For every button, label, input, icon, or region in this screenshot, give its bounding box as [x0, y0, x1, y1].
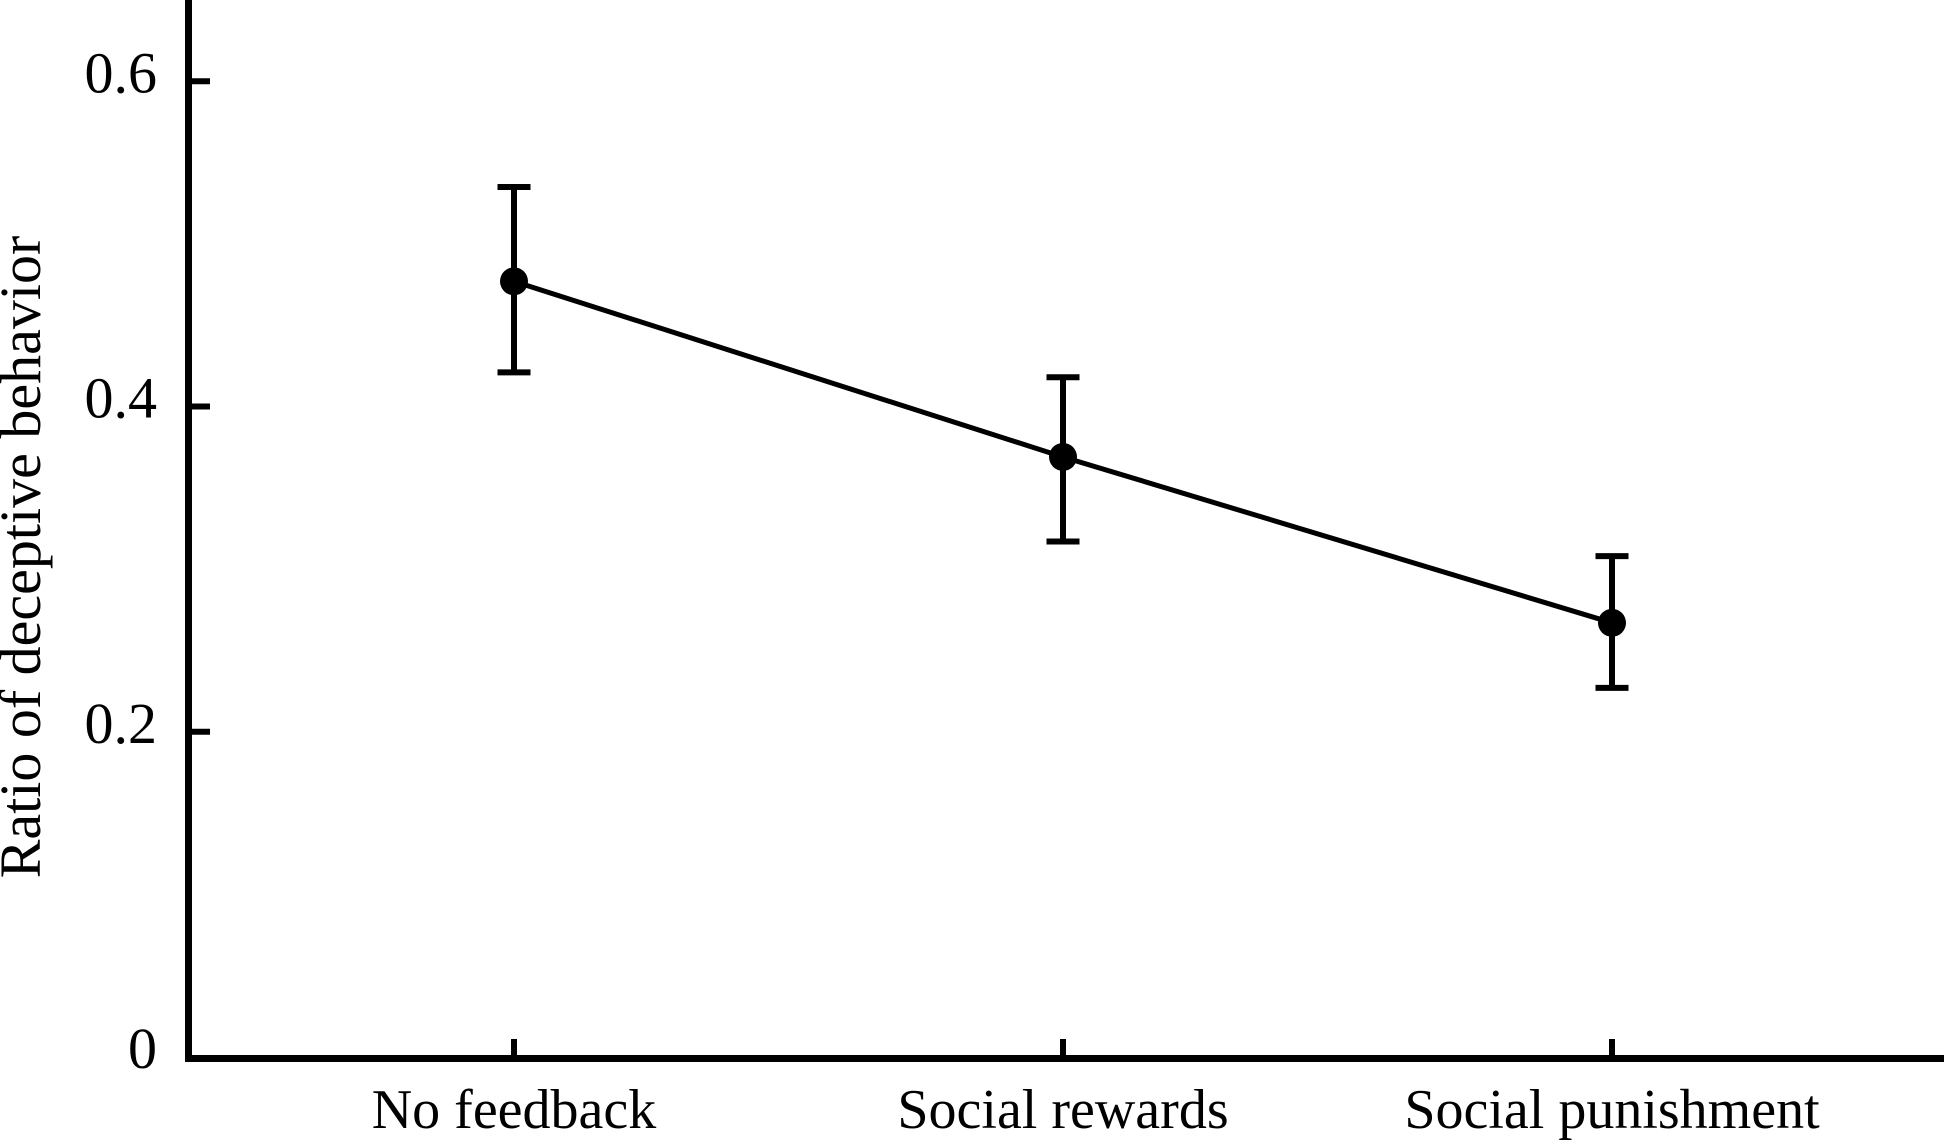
- x-category-label: No feedback: [372, 1079, 657, 1141]
- y-tick-label: 0.4: [85, 366, 158, 431]
- data-point-marker: [1049, 442, 1077, 471]
- y-tick-label: 0.6: [85, 40, 158, 105]
- y-tick-label: 0: [128, 1016, 157, 1081]
- x-category-label: Social rewards: [897, 1079, 1228, 1141]
- data-point-marker: [1598, 608, 1626, 637]
- y-tick-label: 0.2: [85, 691, 158, 756]
- y-axis-title: Ratio of deceptive behavior: [0, 236, 53, 879]
- x-category-label: Social punishment: [1404, 1079, 1820, 1141]
- data-point-marker: [500, 267, 528, 296]
- plot-area: 0 0.2 0.4 0.6 No feedback Social rewards Socia…: [85, 40, 1821, 1141]
